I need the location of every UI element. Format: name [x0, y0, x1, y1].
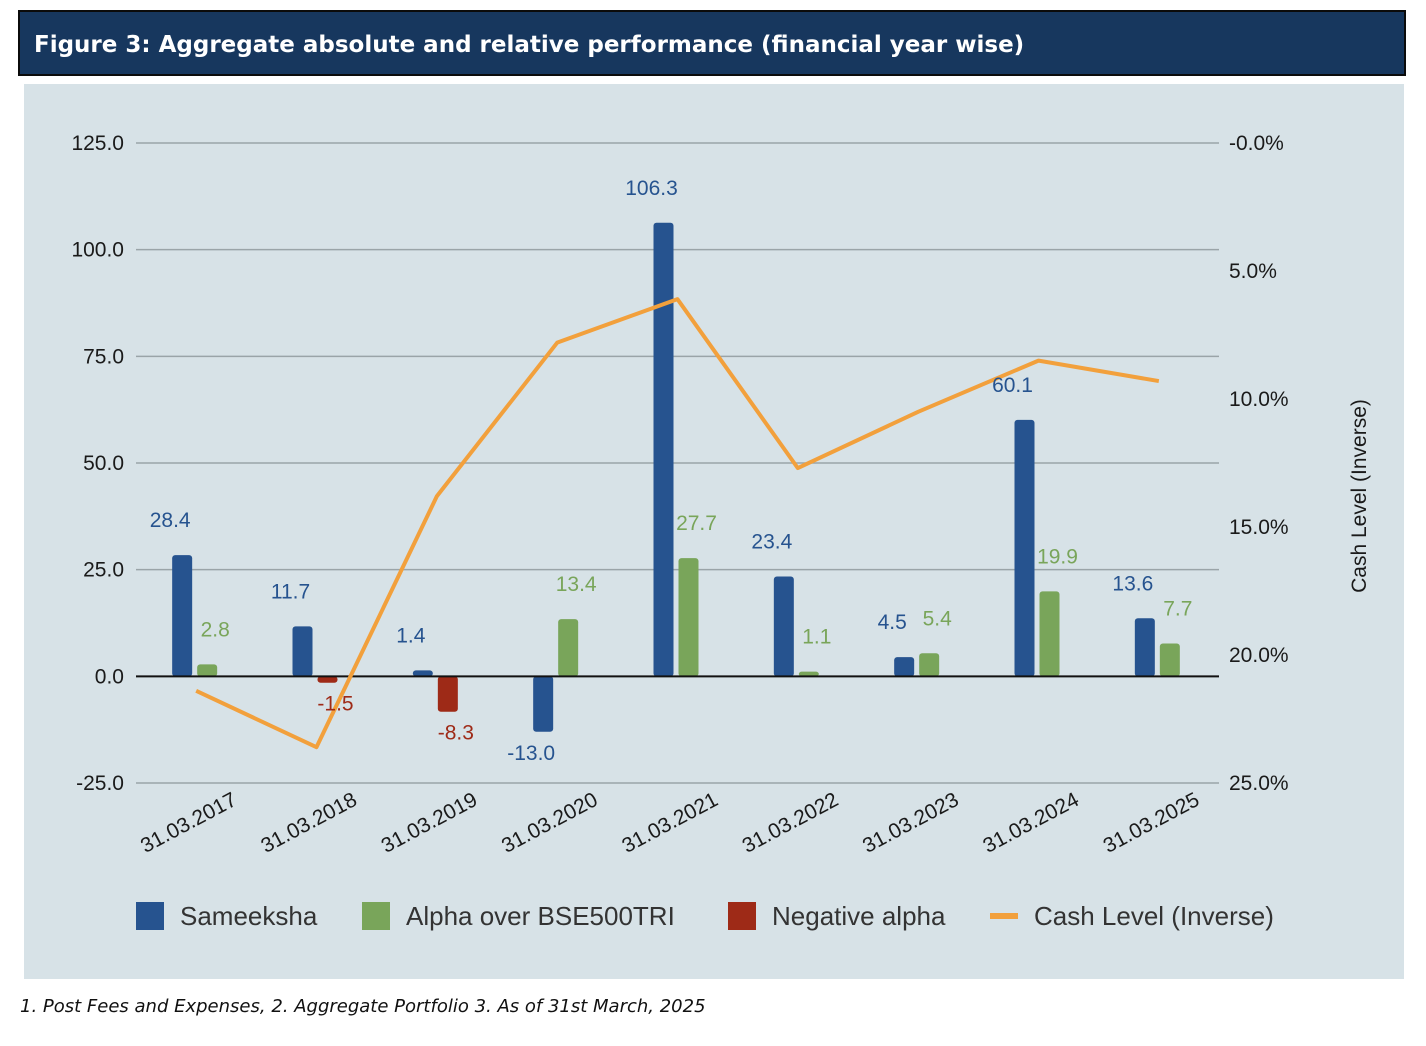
left-axis-ticks: 125.0 100.0 75.0 50.0 25.0 0.0 -25.0	[71, 132, 124, 795]
x-tick-label: 31.03.2020	[498, 788, 602, 858]
value-label: 13.6	[1112, 572, 1153, 595]
value-label: 19.9	[1037, 545, 1078, 568]
bar-negative-alpha	[437, 676, 458, 712]
value-label: 1.1	[802, 626, 831, 649]
legend-label: Sameeksha	[180, 901, 318, 931]
value-label: 23.4	[751, 530, 792, 553]
left-tick-label: -25.0	[76, 772, 124, 795]
gridlines	[136, 142, 1219, 784]
bar-sameeksha	[412, 670, 433, 677]
bar-alpha-over-bse500tri	[919, 653, 940, 677]
performance-chart: 125.0 100.0 75.0 50.0 25.0 0.0 -25.0 -0.0% 5.0%…	[71, 132, 1371, 931]
chart-panel: 125.0 100.0 75.0 50.0 25.0 0.0 -25.0 -0.0% 5.0%…	[24, 84, 1404, 979]
bar-sameeksha	[292, 626, 313, 677]
legend-swatch	[136, 902, 164, 930]
right-tick-label: 10.0%	[1229, 388, 1289, 411]
value-label: 106.3	[625, 177, 678, 200]
bar-sameeksha	[1134, 618, 1155, 677]
cash-level-polyline	[195, 297, 1160, 750]
bar-negative-alpha	[317, 676, 338, 683]
x-tick-label: 31.03.2023	[859, 788, 963, 858]
bars	[172, 222, 1180, 732]
value-label: 27.7	[676, 512, 717, 535]
value-label: 5.4	[923, 607, 953, 630]
legend: Sameeksha Alpha over BSE500TRI Negative al…	[136, 901, 1274, 931]
left-tick-label: 25.0	[83, 559, 124, 582]
bar-sameeksha	[1014, 419, 1035, 677]
value-label: 11.7	[271, 580, 310, 603]
right-tick-label: 5.0%	[1229, 260, 1277, 283]
right-tick-label: -0.0%	[1229, 132, 1284, 155]
bar-sameeksha	[533, 676, 554, 732]
right-tick-label: 15.0%	[1229, 516, 1289, 539]
right-tick-label: 20.0%	[1229, 644, 1289, 667]
left-tick-label: 0.0	[95, 665, 124, 688]
x-tick-label: 31.03.2024	[979, 788, 1083, 858]
figure-title: Figure 3: Aggregate absolute and relativ…	[18, 10, 1406, 76]
legend-swatch	[990, 913, 1018, 919]
x-tick-label: 31.03.2017	[137, 788, 241, 858]
bar-sameeksha	[653, 222, 674, 677]
x-tick-label: 31.03.2021	[618, 788, 722, 858]
x-tick-label: 31.03.2025	[1100, 788, 1204, 858]
bar-alpha-over-bse500tri	[197, 664, 218, 677]
value-label: 1.4	[396, 624, 426, 647]
left-tick-label: 50.0	[83, 452, 124, 475]
value-label: 13.4	[556, 573, 597, 596]
value-label: -1.5	[317, 693, 353, 716]
footnote: 1. Post Fees and Expenses, 2. Aggregate …	[20, 996, 706, 1017]
legend-label: Alpha over BSE500TRI	[406, 901, 675, 931]
bar-sameeksha	[773, 576, 794, 677]
value-label: 7.7	[1163, 597, 1192, 620]
left-tick-label: 75.0	[83, 345, 124, 368]
bar-alpha-over-bse500tri	[558, 619, 579, 677]
x-tick-label: 31.03.2022	[739, 788, 843, 858]
right-axis-ticks: -0.0% 5.0% 10.0% 15.0% 20.0% 25.0%	[1229, 132, 1289, 795]
x-tick-label: 31.03.2019	[378, 788, 482, 858]
value-label: -13.0	[507, 742, 555, 765]
left-tick-label: 125.0	[71, 132, 124, 155]
value-label: 60.1	[992, 374, 1033, 397]
legend-label: Negative alpha	[772, 901, 946, 931]
legend-swatch	[728, 902, 756, 930]
bar-alpha-over-bse500tri	[798, 671, 819, 677]
cash-level-line	[195, 297, 1160, 750]
bar-sameeksha	[894, 657, 915, 677]
bar-sameeksha	[172, 555, 193, 677]
legend-swatch	[362, 902, 390, 930]
right-tick-label: 25.0%	[1229, 772, 1289, 795]
value-label: 2.8	[201, 618, 230, 641]
right-axis-title: Cash Level (Inverse)	[1348, 399, 1371, 593]
left-tick-label: 100.0	[71, 239, 124, 262]
value-label: 28.4	[150, 509, 191, 532]
legend-label: Cash Level (Inverse)	[1034, 901, 1274, 931]
x-axis-ticks: 31.03.2017 31.03.2018 31.03.2019 31.03.2020…	[137, 788, 1203, 858]
value-label: -8.3	[438, 722, 474, 745]
bar-alpha-over-bse500tri	[1159, 643, 1180, 677]
bar-alpha-over-bse500tri	[678, 558, 699, 677]
x-tick-label: 31.03.2018	[257, 788, 361, 858]
value-labels: 28.4 2.8 11.7 -1.5 1.4 -8.3 -13.0 13.4 106.3 27.7…	[150, 177, 1193, 765]
value-label: 4.5	[878, 611, 907, 634]
bar-alpha-over-bse500tri	[1039, 591, 1060, 677]
